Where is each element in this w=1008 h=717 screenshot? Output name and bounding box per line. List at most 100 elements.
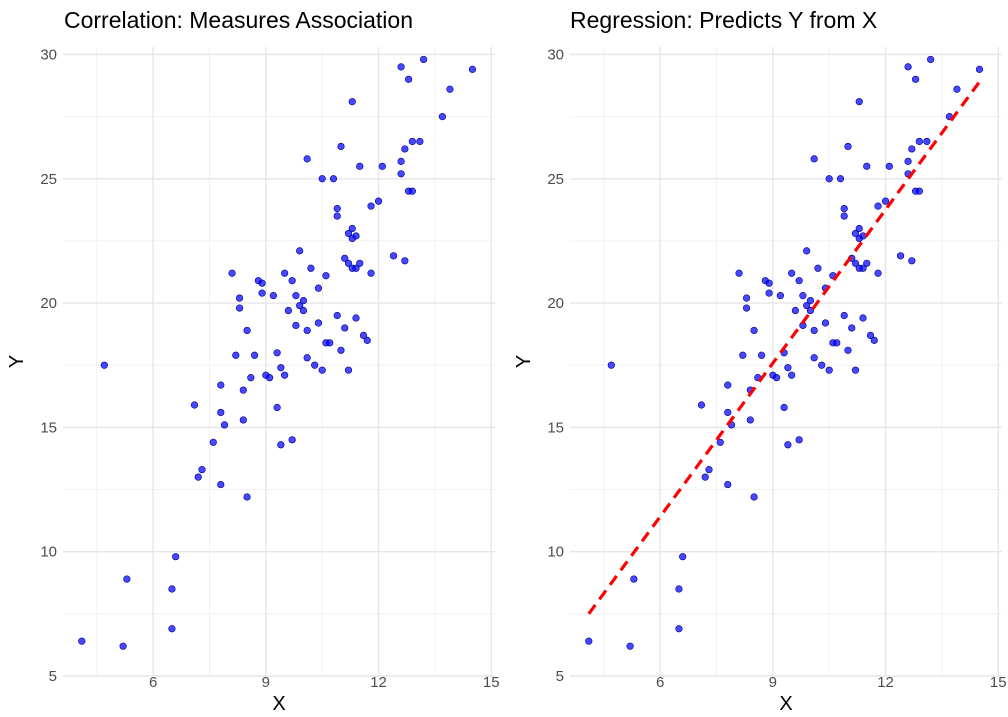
y-tick-label: 15 bbox=[40, 419, 57, 436]
data-point bbox=[220, 421, 229, 429]
data-point bbox=[795, 436, 803, 444]
data-point bbox=[724, 480, 732, 489]
minor-grid bbox=[63, 47, 495, 676]
y-tick-label: 25 bbox=[40, 171, 57, 188]
data-point bbox=[269, 292, 277, 300]
data-point bbox=[855, 98, 863, 106]
data-point bbox=[750, 493, 758, 501]
data-point bbox=[585, 637, 593, 645]
data-point bbox=[716, 438, 724, 446]
data-point bbox=[209, 438, 217, 446]
data-point bbox=[851, 229, 860, 238]
data-point bbox=[273, 403, 281, 412]
data-point bbox=[281, 269, 289, 277]
data-point bbox=[885, 162, 893, 170]
data-point bbox=[273, 349, 281, 357]
y-tick-label: 5 bbox=[49, 668, 57, 685]
data-point bbox=[314, 319, 323, 327]
data-point bbox=[344, 229, 353, 238]
data-point bbox=[855, 224, 863, 233]
data-point bbox=[806, 296, 815, 305]
data-point bbox=[356, 259, 364, 267]
data-point bbox=[825, 366, 833, 374]
data-point bbox=[742, 304, 751, 312]
data-point bbox=[401, 257, 409, 265]
data-point bbox=[773, 374, 781, 382]
data-point bbox=[397, 63, 405, 71]
data-point bbox=[705, 466, 713, 474]
data-point bbox=[198, 466, 206, 474]
data-point bbox=[840, 311, 848, 320]
data-point bbox=[446, 85, 454, 93]
data-point bbox=[724, 381, 732, 389]
y-axis-title: Y bbox=[6, 355, 28, 368]
data-point bbox=[352, 264, 360, 272]
x-tick-label: 12 bbox=[370, 674, 387, 691]
data-point bbox=[348, 224, 356, 233]
data-point bbox=[735, 269, 743, 277]
data-point bbox=[408, 137, 416, 146]
data-point bbox=[908, 257, 916, 265]
data-point bbox=[78, 637, 86, 645]
data-point bbox=[607, 361, 615, 369]
data-point bbox=[344, 259, 353, 267]
data-point bbox=[836, 175, 845, 183]
data-point bbox=[851, 366, 860, 374]
data-point bbox=[788, 269, 796, 277]
y-tick-label: 10 bbox=[547, 544, 564, 561]
data-point bbox=[825, 175, 833, 183]
data-point bbox=[776, 292, 784, 300]
data-point bbox=[420, 55, 428, 64]
data-point bbox=[803, 301, 811, 310]
data-point bbox=[235, 304, 244, 312]
data-point bbox=[844, 142, 852, 151]
data-point bbox=[780, 403, 788, 412]
data-point bbox=[168, 625, 176, 633]
data-point bbox=[810, 326, 818, 335]
data-point bbox=[863, 259, 871, 267]
data-point bbox=[784, 364, 792, 372]
y-tick-label: 10 bbox=[40, 544, 57, 561]
data-point bbox=[675, 625, 683, 633]
data-point bbox=[277, 441, 285, 449]
data-point bbox=[915, 137, 923, 146]
data-point bbox=[288, 277, 296, 285]
data-point bbox=[630, 575, 638, 583]
data-point bbox=[468, 65, 477, 73]
data-point bbox=[359, 331, 368, 339]
data-point bbox=[344, 366, 353, 374]
panel-title: Correlation: Measures Association bbox=[64, 7, 413, 33]
data-point bbox=[904, 157, 912, 165]
data-point bbox=[258, 279, 266, 287]
data-point bbox=[217, 381, 225, 389]
data-point bbox=[750, 326, 758, 335]
data-point bbox=[840, 212, 848, 220]
data-point bbox=[217, 408, 225, 417]
data-point bbox=[814, 264, 822, 272]
data-point bbox=[953, 85, 961, 93]
data-point bbox=[284, 306, 292, 315]
data-point bbox=[840, 205, 848, 213]
data-point bbox=[874, 202, 882, 210]
data-point bbox=[299, 296, 308, 305]
y-tick-label: 20 bbox=[547, 295, 564, 312]
data-point bbox=[874, 269, 882, 277]
x-tick-label: 12 bbox=[877, 674, 894, 691]
data-point bbox=[863, 162, 871, 170]
data-point bbox=[881, 197, 890, 205]
data-point bbox=[904, 63, 912, 71]
data-point bbox=[281, 371, 289, 379]
data-point bbox=[803, 247, 811, 255]
data-point bbox=[765, 289, 773, 297]
data-point bbox=[100, 361, 108, 369]
data-point bbox=[438, 113, 447, 121]
data-point bbox=[923, 137, 931, 146]
data-point bbox=[348, 98, 356, 106]
data-point bbox=[742, 294, 751, 302]
data-point bbox=[119, 642, 127, 650]
data-point bbox=[341, 324, 349, 332]
y-tick-label: 5 bbox=[556, 668, 564, 685]
data-point bbox=[975, 65, 984, 73]
data-point bbox=[870, 336, 878, 344]
data-point bbox=[389, 252, 398, 260]
